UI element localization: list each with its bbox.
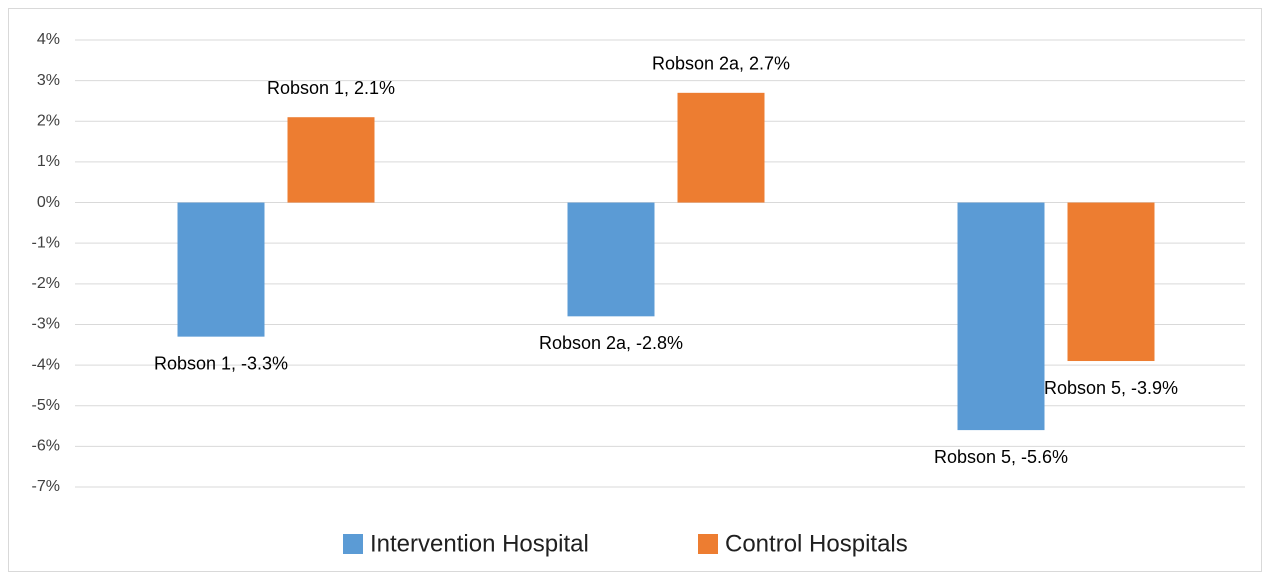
data-label: Robson 5, -3.9% [1044,378,1178,398]
data-label: Robson 2a, -2.8% [539,333,683,353]
y-tick-label: -6% [32,438,60,455]
y-tick-label: 1% [37,153,60,170]
legend-label: Intervention Hospital [370,530,589,557]
y-tick-label: 0% [37,194,60,211]
data-label: Robson 1, -3.3% [154,353,288,373]
y-tick-label: -7% [32,478,60,495]
bar [677,92,765,203]
legend-swatch [698,534,718,554]
bar [287,117,375,203]
data-label: Robson 5, -5.6% [934,447,1068,467]
legend-label: Control Hospitals [725,530,908,557]
y-tick-label: 3% [37,72,60,89]
bar [957,202,1045,431]
y-tick-label: -3% [32,316,60,333]
y-tick-label: -1% [32,234,60,251]
bar [177,202,265,337]
data-label: Robson 1, 2.1% [267,78,395,98]
bar [1067,202,1155,362]
y-tick-label: -5% [32,397,60,414]
legend-swatch [343,534,363,554]
y-tick-label: 4% [37,31,60,48]
y-tick-label: 2% [37,112,60,129]
y-tick-label: -4% [32,356,60,373]
bar [567,202,655,317]
data-label: Robson 2a, 2.7% [652,54,790,74]
y-tick-label: -2% [32,275,60,292]
